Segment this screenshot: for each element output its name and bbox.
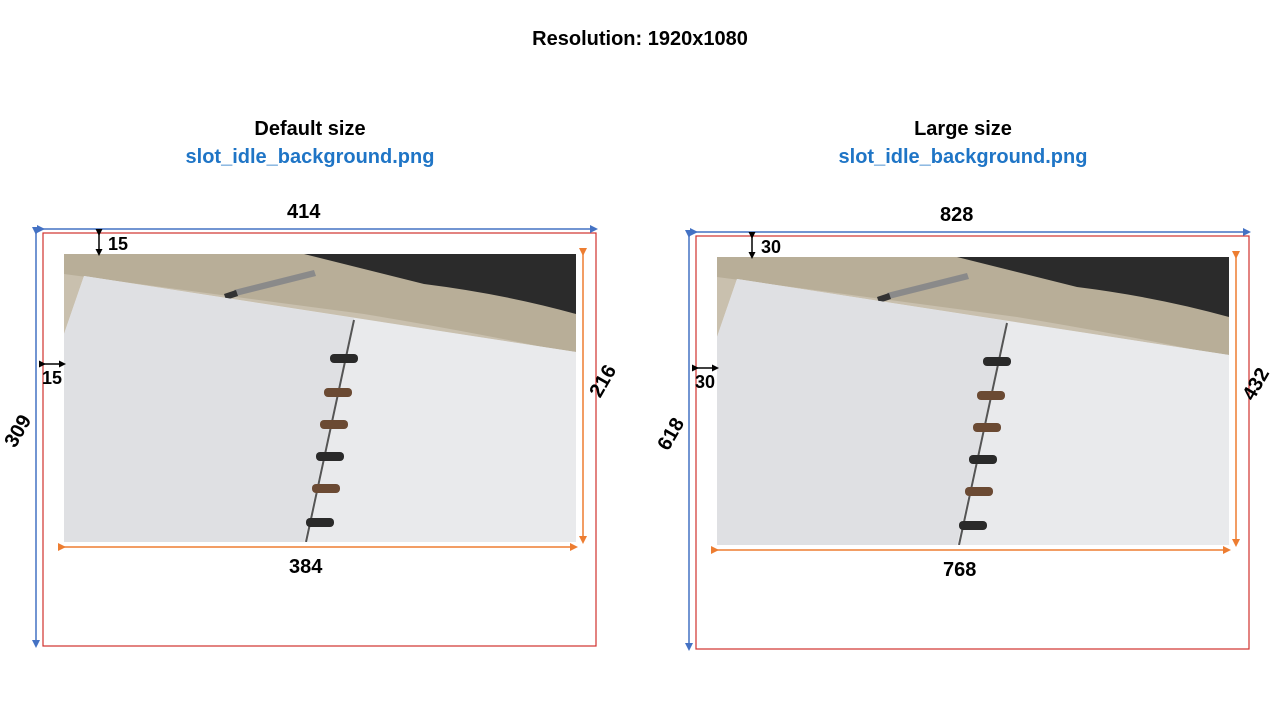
notebook-photo-large	[717, 257, 1229, 545]
panel-default-photo	[64, 254, 576, 542]
panel-default-left-margin-label: 15	[42, 368, 63, 388]
panel-large-outer-width-label: 828	[940, 204, 974, 226]
panel-large-top-margin-label: 30	[761, 237, 782, 257]
panel-default-inner-width-label: 384	[289, 556, 323, 578]
panel-large-photo	[717, 257, 1229, 545]
panel-default-filename: slot_idle_background.png	[185, 146, 435, 168]
panel-default-outer-box	[42, 232, 597, 647]
panel-default-outer-width-label: 414	[287, 201, 321, 223]
notebook-photo-default	[64, 254, 576, 542]
panel-large-outer-box	[695, 235, 1250, 650]
panel-large-size-label: Large size	[914, 118, 1012, 140]
panel-default-title: Default size slot_idle_background.png	[110, 115, 510, 171]
panel-large-title: Large size slot_idle_background.png	[763, 115, 1163, 171]
panel-default-top-margin-label: 15	[108, 234, 129, 254]
panel-large-left-margin-label: 30	[695, 372, 716, 392]
panel-default-size-label: Default size	[254, 118, 366, 140]
panel-large-inner-width-label: 768	[943, 559, 977, 581]
resolution-label: Resolution: 1920x1080	[532, 28, 748, 50]
panel-large-filename: slot_idle_background.png	[838, 146, 1088, 168]
